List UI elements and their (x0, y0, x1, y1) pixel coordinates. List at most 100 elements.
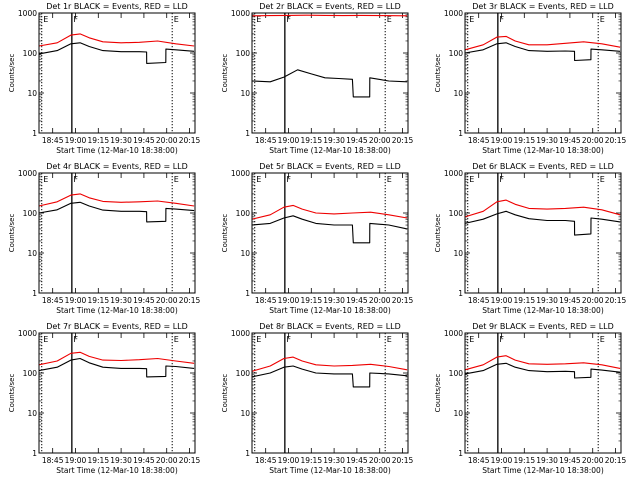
series-line-events (251, 365, 408, 388)
x-tick-label: 20:00 (582, 456, 604, 465)
x-tick-label: 19:45 (559, 296, 581, 305)
x-tick-label: 20:00 (582, 136, 604, 145)
series-line-lld (251, 204, 408, 220)
y-tick-label: 1000 (18, 9, 37, 18)
chart-title: Det 8r BLACK = Events, RED = LLD (259, 322, 401, 331)
y-tick-label: 100 (23, 49, 38, 58)
x-tick-label: 19:00 (278, 456, 300, 465)
chart-panel: Det 2r BLACK = Events, RED = LLD Counts/s… (221, 2, 414, 155)
event-marker-label: F (73, 335, 78, 344)
x-tick-label: 19:15 (300, 136, 322, 145)
event-marker-label: F (286, 175, 291, 184)
y-tick-label: 1 (32, 449, 37, 458)
x-tick-label: 20:00 (156, 296, 178, 305)
x-tick-label: 19:15 (300, 296, 322, 305)
y-axis-label: Counts/sec (434, 374, 442, 413)
plot-frame (251, 172, 409, 294)
event-marker-label: E (600, 175, 605, 184)
y-tick-label: 100 (449, 49, 464, 58)
x-tick-label: 18:45 (468, 456, 490, 465)
x-tick-label: 20:15 (392, 456, 414, 465)
x-tick-label: 20:00 (156, 456, 178, 465)
plot-frame (38, 332, 196, 454)
y-axis-label: Counts/sec (434, 54, 442, 93)
plot-frame (38, 172, 196, 294)
x-tick-label: 19:00 (278, 136, 300, 145)
x-axis-label: Start Time (12-Mar-10 18:38:00) (482, 466, 604, 475)
x-tick-label: 19:45 (346, 456, 368, 465)
x-tick-label: 19:15 (513, 296, 535, 305)
x-tick-label: 19:30 (536, 456, 558, 465)
x-tick-label: 19:00 (491, 136, 513, 145)
x-tick-label: 19:45 (559, 456, 581, 465)
chart-title: Det 6r BLACK = Events, RED = LLD (472, 162, 614, 171)
x-tick-label: 19:45 (346, 296, 368, 305)
x-tick-label: 19:30 (110, 456, 132, 465)
x-tick-label: 20:15 (605, 296, 627, 305)
y-tick-label: 1 (32, 289, 37, 298)
x-tick-label: 18:45 (468, 136, 490, 145)
y-tick-label: 100 (236, 49, 251, 58)
event-marker-label: F (73, 15, 78, 24)
y-axis-label: Counts/sec (434, 214, 442, 253)
y-tick-label: 100 (236, 209, 251, 218)
x-tick-label: 20:00 (369, 456, 391, 465)
event-marker-label: E (174, 335, 179, 344)
chart-title: Det 3r BLACK = Events, RED = LLD (472, 2, 614, 11)
chart-panel: Det 8r BLACK = Events, RED = LLD Counts/s… (221, 322, 414, 475)
event-marker-label: E (256, 335, 261, 344)
series-line-lld (38, 193, 195, 207)
chart-title: Det 5r BLACK = Events, RED = LLD (259, 162, 401, 171)
y-tick-label: 100 (236, 369, 251, 378)
x-tick-label: 18:45 (42, 136, 64, 145)
x-axis-label: Start Time (12-Mar-10 18:38:00) (269, 306, 391, 315)
chart-panel: Det 4r BLACK = Events, RED = LLD Counts/s… (8, 162, 201, 315)
chart-panel: Det 5r BLACK = Events, RED = LLD Counts/s… (221, 162, 414, 315)
event-marker-label: E (43, 15, 48, 24)
chart-panel: Det 3r BLACK = Events, RED = LLD Counts/s… (434, 2, 627, 155)
y-tick-label: 1000 (231, 329, 250, 338)
y-tick-label: 1 (458, 449, 463, 458)
chart-panel: Det 7r BLACK = Events, RED = LLD Counts/s… (8, 322, 201, 475)
x-tick-label: 18:45 (255, 296, 277, 305)
x-tick-label: 19:45 (346, 136, 368, 145)
chart-panel: Det 1r BLACK = Events, RED = LLD Counts/s… (8, 2, 201, 155)
x-tick-label: 20:00 (369, 296, 391, 305)
x-tick-label: 18:45 (255, 136, 277, 145)
event-marker-label: E (600, 335, 605, 344)
x-tick-label: 19:30 (536, 296, 558, 305)
x-axis-label: Start Time (12-Mar-10 18:38:00) (269, 146, 391, 155)
x-tick-label: 20:00 (582, 296, 604, 305)
x-tick-label: 19:45 (133, 136, 155, 145)
event-marker-label: E (387, 175, 392, 184)
series-line-lld (38, 351, 195, 366)
series-line-lld (251, 356, 408, 372)
chart-title: Det 9r BLACK = Events, RED = LLD (472, 322, 614, 331)
y-tick-label: 1000 (444, 169, 463, 178)
y-axis-label: Counts/sec (221, 374, 229, 413)
y-axis-label: Counts/sec (8, 54, 16, 93)
x-tick-label: 18:45 (42, 296, 64, 305)
series-line-events (38, 201, 195, 223)
series-line-events (251, 215, 408, 244)
y-axis-label: Counts/sec (8, 214, 16, 253)
y-tick-label: 1000 (444, 9, 463, 18)
x-axis-label: Start Time (12-Mar-10 18:38:00) (269, 466, 391, 475)
x-axis-label: Start Time (12-Mar-10 18:38:00) (482, 146, 604, 155)
y-tick-label: 100 (449, 209, 464, 218)
series-line-lld (251, 14, 408, 17)
y-tick-label: 1000 (231, 9, 250, 18)
plot-frame (464, 332, 622, 454)
event-marker-label: E (43, 335, 48, 344)
x-tick-label: 20:15 (179, 136, 201, 145)
chart-title: Det 2r BLACK = Events, RED = LLD (259, 2, 401, 11)
series-line-lld (464, 355, 621, 371)
event-marker-label: E (174, 15, 179, 24)
chart-title: Det 7r BLACK = Events, RED = LLD (46, 322, 188, 331)
plot-frame (38, 12, 196, 134)
x-tick-label: 19:30 (536, 136, 558, 145)
series-line-events (38, 357, 195, 378)
series-line-events (464, 362, 621, 379)
x-tick-label: 19:30 (323, 296, 345, 305)
chart-title: Det 4r BLACK = Events, RED = LLD (46, 162, 188, 171)
